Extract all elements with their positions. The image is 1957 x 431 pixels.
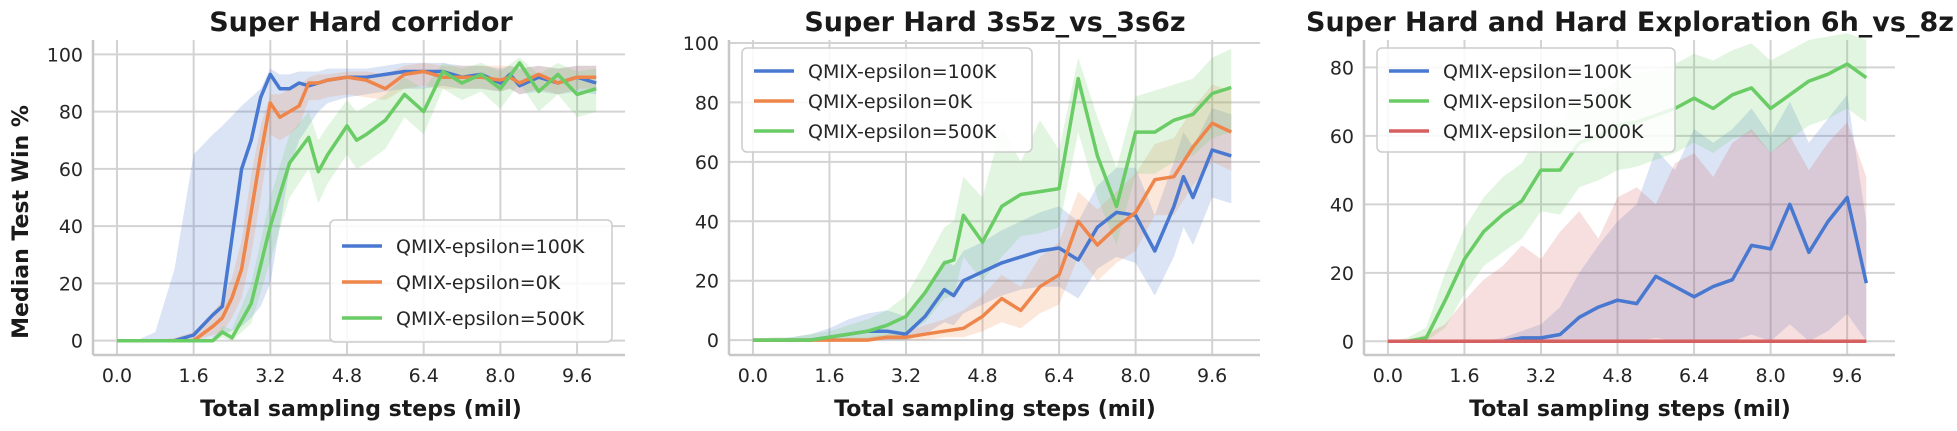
- x-axis-label: Total sampling steps (mil): [1469, 397, 1791, 422]
- x-tick-label: 8.0: [1756, 365, 1786, 387]
- y-tick-label: 20: [59, 273, 83, 295]
- x-tick-label: 6.4: [1679, 365, 1709, 387]
- legend-label: QMIX-epsilon=500K: [1443, 91, 1632, 113]
- legend: QMIX-epsilon=100K QMIX-epsilon=0K QMIX-eps…: [329, 219, 613, 343]
- series-line: [752, 76, 1232, 342]
- y-tick-label: 100: [47, 44, 83, 66]
- confidence-bands: [117, 57, 597, 341]
- x-tick-label: 0.0: [102, 365, 132, 387]
- y-tick-label: 20: [1330, 263, 1354, 285]
- tick-labels: 0.0 1.6 3.2 4.8 6.4 8.0 9.6 0 20 40 60 80 100: [47, 44, 592, 387]
- chart-panel-corridor: Super Hard corridor Total sampling steps…: [9, 7, 625, 422]
- tick-labels: 0.0 1.6 3.2 4.8 6.4 8.0 9.6 0 20 40 60 80: [1330, 57, 1862, 387]
- x-tick-label: 4.8: [967, 365, 997, 387]
- x-tick-label: 6.4: [409, 365, 439, 387]
- y-tick-label: 20: [695, 271, 719, 293]
- x-tick-label: 8.0: [1121, 365, 1151, 387]
- legend-box: [741, 47, 1033, 153]
- legend-box: [1376, 47, 1676, 153]
- legend-box: [329, 219, 613, 343]
- legend-label: QMIX-epsilon=0K: [396, 272, 561, 294]
- x-tick-label: 1.6: [179, 365, 209, 387]
- x-tick-label: 1.6: [814, 365, 844, 387]
- y-tick-label: 60: [1330, 126, 1354, 148]
- y-tick-label: 80: [59, 102, 83, 124]
- legend-label: QMIX-epsilon=500K: [396, 308, 585, 330]
- y-tick-label: 60: [59, 159, 83, 181]
- confidence-band: [1387, 33, 1867, 342]
- x-tick-label: 4.8: [332, 365, 362, 387]
- confidence-band: [117, 62, 597, 341]
- x-tick-label: 1.6: [1449, 365, 1479, 387]
- series-line: [117, 61, 597, 343]
- legend-label: QMIX-epsilon=100K: [396, 236, 585, 258]
- x-tick-label: 3.2: [891, 365, 921, 387]
- chart-panel-3s5z: Super Hard 3s5z_vs_3s6z Total sampling s…: [683, 7, 1260, 422]
- y-tick-label: 80: [695, 92, 719, 114]
- y-tick-label: 0: [1342, 331, 1354, 353]
- x-tick-label: 9.6: [1197, 365, 1227, 387]
- x-tick-label: 3.2: [255, 365, 285, 387]
- y-tick-label: 100: [683, 33, 719, 55]
- y-tick-label: 40: [59, 216, 83, 238]
- series-lines: [752, 76, 1233, 342]
- confidence-band: [1387, 122, 1867, 342]
- chart-title: Super Hard and Hard Exploration 6h_vs_8z: [1306, 7, 1954, 38]
- chart-title: Super Hard corridor: [209, 7, 513, 38]
- x-tick-label: 3.2: [1526, 365, 1556, 387]
- x-tick-label: 9.6: [1832, 365, 1862, 387]
- x-tick-label: 4.8: [1602, 365, 1632, 387]
- legend: QMIX-epsilon=100K QMIX-epsilon=500K QMIX-e…: [1376, 47, 1676, 153]
- confidence-band: [117, 62, 597, 341]
- x-tick-label: 8.0: [485, 365, 515, 387]
- series-lines: [117, 61, 597, 343]
- legend: QMIX-epsilon=100K QMIX-epsilon=0K QMIX-eps…: [741, 47, 1033, 153]
- legend-label: QMIX-epsilon=0K: [808, 91, 973, 113]
- tick-labels: 0.0 1.6 3.2 4.8 6.4 8.0 9.6 0 20 40 60 80 100: [683, 33, 1228, 387]
- confidence-band: [117, 57, 597, 341]
- confidence-bands: [1387, 33, 1867, 342]
- chart-panel-6h-vs-8z: Super Hard and Hard Exploration 6h_vs_8z…: [1306, 7, 1954, 422]
- confidence-band: [752, 48, 1232, 341]
- y-tick-label: 40: [1330, 194, 1354, 216]
- x-tick-label: 6.4: [1044, 365, 1074, 387]
- confidence-band: [752, 108, 1232, 341]
- legend-label: QMIX-epsilon=100K: [808, 61, 997, 83]
- y-tick-label: 40: [695, 211, 719, 233]
- y-tick-label: 60: [695, 152, 719, 174]
- x-tick-label: 9.6: [562, 365, 592, 387]
- y-tick-label: 80: [1330, 57, 1354, 79]
- x-tick-label: 0.0: [1373, 365, 1403, 387]
- x-axis-label: Total sampling steps (mil): [200, 397, 522, 422]
- chart-title: Super Hard 3s5z_vs_3s6z: [804, 7, 1185, 38]
- y-axis-label: Median Test Win %: [9, 105, 34, 339]
- legend-label: QMIX-epsilon=500K: [808, 121, 997, 143]
- series-line: [752, 121, 1233, 342]
- legend-label: QMIX-epsilon=1000K: [1443, 121, 1644, 143]
- x-axis-label: Total sampling steps (mil): [834, 397, 1156, 422]
- y-tick-label: 0: [707, 330, 719, 352]
- legend-label: QMIX-epsilon=100K: [1443, 61, 1632, 83]
- confidence-band: [1387, 94, 1867, 342]
- y-tick-label: 0: [71, 331, 83, 353]
- x-tick-label: 0.0: [738, 365, 768, 387]
